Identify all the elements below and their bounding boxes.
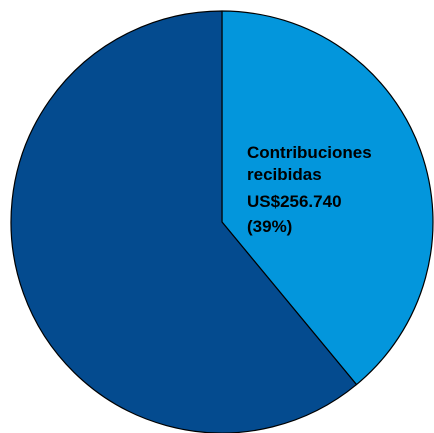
slice-1-label-line-3: US$256.740 [247,192,342,211]
slice-1-label-line-2: recibidas [247,165,322,184]
pie-slice-2 [10,10,358,433]
pie-slices [10,10,434,433]
pie-labels: Contribuciones recibidas US$256.740 (39%… [247,143,376,236]
slice-1-label-line-1: Contribuciones [247,143,372,162]
pie-slice-1 [221,10,434,386]
slice-1-label-line-4: (39%) [247,217,292,236]
slice-1-label: Contribuciones recibidas US$256.740 (39%… [247,143,376,236]
